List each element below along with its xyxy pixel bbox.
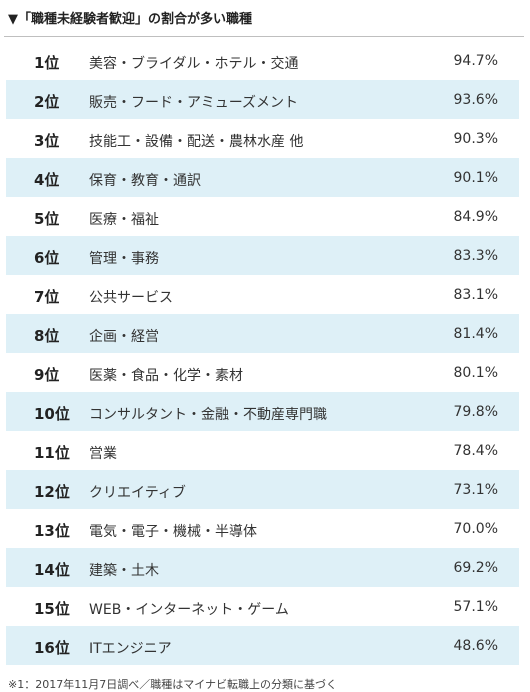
job-category: WEB・インターネット・ゲーム	[89, 602, 289, 618]
job-category: 販売・フード・アミューズメント	[89, 95, 299, 111]
job-category: 医療・福祉	[89, 212, 159, 228]
table-row: 2位 販売・フード・アミューズメント 93.6%	[6, 80, 519, 119]
job-category: 電気・電子・機械・半導体	[89, 524, 257, 540]
percentage-value: 81.4%	[453, 326, 498, 342]
job-category: 管理・事務	[89, 251, 159, 267]
rank-label: 9位	[34, 366, 60, 384]
percentage-value: 69.2%	[453, 560, 498, 576]
percentage-value: 73.1%	[453, 482, 498, 498]
ranking-table: 1位 美容・ブライダル・ホテル・交通 94.7% 2位 販売・フード・アミューズメント 9…	[6, 41, 519, 665]
job-category: クリエイティブ	[89, 485, 186, 501]
rank-label: 15位	[34, 600, 70, 618]
table-row: 6位 管理・事務 83.3%	[6, 236, 519, 275]
table-row: 12位 クリエイティブ 73.1%	[6, 470, 519, 509]
percentage-value: 83.1%	[453, 287, 498, 303]
table-row: 1位 美容・ブライダル・ホテル・交通 94.7%	[6, 41, 519, 80]
rank-label: 14位	[34, 561, 70, 579]
percentage-value: 70.0%	[453, 521, 498, 537]
percentage-value: 94.7%	[453, 53, 498, 69]
table-row: 9位 医薬・食品・化学・素材 80.1%	[6, 353, 519, 392]
job-category: ITエンジニア	[89, 641, 172, 657]
table-row: 14位 建築・土木 69.2%	[6, 548, 519, 587]
job-category: 医薬・食品・化学・素材	[89, 368, 243, 384]
table-row: 15位 WEB・インターネット・ゲーム 57.1%	[6, 587, 519, 626]
page-title: ▼「職種未経験者歓迎」の割合が多い職種	[8, 12, 252, 27]
table-row: 13位 電気・電子・機械・半導体 70.0%	[6, 509, 519, 548]
rank-label: 1位	[34, 54, 60, 72]
table-row: 3位 技能工・設備・配送・農林水産 他 90.3%	[6, 119, 519, 158]
rank-label: 10位	[34, 405, 70, 423]
rank-label: 5位	[34, 210, 60, 228]
percentage-value: 79.8%	[453, 404, 498, 420]
table-header: ▼「職種未経験者歓迎」の割合が多い職種	[4, 6, 524, 37]
rank-label: 12位	[34, 483, 70, 501]
table-row: 5位 医療・福祉 84.9%	[6, 197, 519, 236]
percentage-value: 48.6%	[453, 638, 498, 654]
percentage-value: 93.6%	[453, 92, 498, 108]
percentage-value: 90.3%	[453, 131, 498, 147]
table-row: 11位 営業 78.4%	[6, 431, 519, 470]
table-row: 7位 公共サービス 83.1%	[6, 275, 519, 314]
job-category: 公共サービス	[89, 290, 173, 306]
rank-label: 3位	[34, 132, 60, 150]
footnote: ※1：2017年11月7日調べ／職種はマイナビ転職上の分類に基づく	[8, 678, 337, 691]
job-category: 技能工・設備・配送・農林水産 他	[89, 134, 304, 150]
rank-label: 11位	[34, 444, 70, 462]
percentage-value: 57.1%	[453, 599, 498, 615]
job-category: 営業	[89, 446, 117, 462]
rank-label: 6位	[34, 249, 60, 267]
rank-label: 7位	[34, 288, 60, 306]
rank-label: 8位	[34, 327, 60, 345]
table-row: 4位 保育・教育・通訳 90.1%	[6, 158, 519, 197]
percentage-value: 78.4%	[453, 443, 498, 459]
rank-label: 13位	[34, 522, 70, 540]
job-category: 美容・ブライダル・ホテル・交通	[89, 56, 299, 72]
table-row: 8位 企画・経営 81.4%	[6, 314, 519, 353]
table-row: 10位 コンサルタント・金融・不動産専門職 79.8%	[6, 392, 519, 431]
rank-label: 16位	[34, 639, 70, 657]
percentage-value: 83.3%	[453, 248, 498, 264]
percentage-value: 84.9%	[453, 209, 498, 225]
table-row: 16位 ITエンジニア 48.6%	[6, 626, 519, 665]
percentage-value: 80.1%	[453, 365, 498, 381]
job-category: 保育・教育・通訳	[89, 173, 201, 189]
job-category: コンサルタント・金融・不動産専門職	[89, 407, 327, 423]
rank-label: 2位	[34, 93, 60, 111]
rank-label: 4位	[34, 171, 60, 189]
job-category: 企画・経営	[89, 329, 159, 345]
job-category: 建築・土木	[89, 563, 159, 579]
percentage-value: 90.1%	[453, 170, 498, 186]
